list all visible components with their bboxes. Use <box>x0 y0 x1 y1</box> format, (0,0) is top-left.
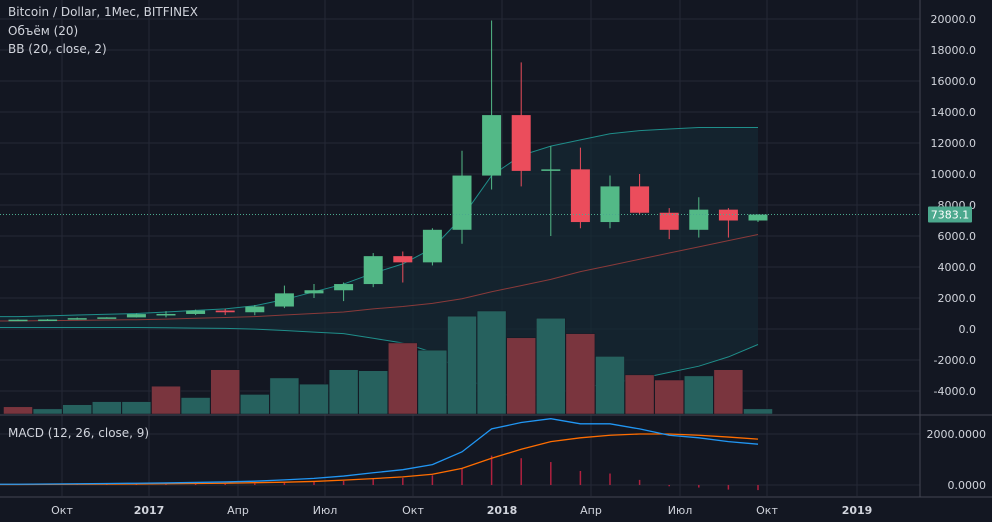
candle-body <box>186 310 206 314</box>
volume-bar <box>299 383 329 415</box>
time-tick-label: Июл <box>668 504 693 517</box>
time-tick-label: 2017 <box>134 504 165 517</box>
candle-body <box>245 306 265 313</box>
volume-bar <box>3 406 33 415</box>
volume-bar <box>447 315 477 415</box>
price-tick-label: 12000.0 <box>931 137 977 150</box>
macd-signal-line <box>0 433 759 486</box>
candle-body <box>334 284 354 291</box>
volume-bar <box>92 401 122 415</box>
time-tick-label: Окт <box>402 504 424 517</box>
volume-bar <box>417 349 448 415</box>
volume-bar <box>654 379 684 415</box>
volume-bar <box>269 377 300 415</box>
price-tick-label: 18000.0 <box>931 44 977 57</box>
candle-body <box>156 313 176 316</box>
volume-legend: Объём (20) <box>8 24 79 38</box>
macd-legend: MACD (12, 26, close, 9) <box>8 426 150 440</box>
candle-body <box>452 175 472 230</box>
volume-bar <box>62 404 92 415</box>
bb-legend: BB (20, close, 2) <box>8 42 107 56</box>
candle-body <box>38 319 58 322</box>
time-tick-label: Июл <box>313 504 338 517</box>
volume-bar <box>32 408 63 415</box>
candle-body <box>630 186 650 213</box>
candle-body <box>482 115 502 176</box>
volume-bar <box>624 374 655 415</box>
last-price-label: 7383.1 <box>931 209 970 222</box>
candle-body <box>126 314 146 318</box>
volume-bar <box>536 317 566 415</box>
volume-bar <box>743 408 773 415</box>
volume-bar <box>240 394 270 415</box>
candle-body <box>304 290 324 294</box>
candle-body <box>422 229 442 263</box>
price-tick-label: 6000.0 <box>938 230 977 243</box>
volume-bar <box>388 342 418 415</box>
price-tick-label: 2000.0 <box>938 292 977 305</box>
volume-bar <box>210 369 240 415</box>
time-tick-label: 2018 <box>487 504 518 517</box>
macd-pane <box>0 418 759 491</box>
volume-bar <box>151 385 181 415</box>
bb-basis-line <box>0 233 759 322</box>
price-tick-label: 20000.0 <box>931 13 977 26</box>
candle-body <box>748 214 768 221</box>
candle-body <box>215 310 235 313</box>
candle-body <box>570 169 590 223</box>
volume-bar <box>180 397 211 415</box>
candle-body <box>689 209 709 230</box>
candle-body <box>67 318 87 320</box>
macd-line <box>0 418 759 485</box>
price-tick-label: 4000.0 <box>938 261 977 274</box>
candle-body <box>718 209 738 221</box>
chart-title: Bitcoin / Dollar, 1Мес, BITFINEX <box>8 5 198 19</box>
candle-body <box>659 212 679 230</box>
time-tick-label: Окт <box>756 504 778 517</box>
price-tick-label: 14000.0 <box>931 106 977 119</box>
candle-body <box>8 319 28 322</box>
candlesticks <box>0 20 920 322</box>
volume-bar <box>565 333 596 415</box>
price-tick-label: 16000.0 <box>931 75 977 88</box>
candle-body <box>97 317 117 319</box>
volume-bars <box>3 310 773 415</box>
volume-bar <box>358 370 388 415</box>
volume-bar <box>595 356 625 415</box>
candle-body <box>600 186 620 223</box>
bb-fill <box>0 127 758 396</box>
volume-bar <box>328 369 359 415</box>
price-tick-label: 0.0 <box>959 323 977 336</box>
price-tick-label: -2000.0 <box>934 354 976 367</box>
axes: 20000.0 18000.0 16000.0 14000.0 12000.0 10000… <box>51 13 986 517</box>
last-price-badge <box>928 206 972 223</box>
macd-tick-label: 2000.0000 <box>927 428 987 441</box>
time-tick-label: Окт <box>51 504 73 517</box>
macd-tick-label: 0.0000 <box>948 479 987 492</box>
candle-body <box>511 115 531 171</box>
time-tick-label: Апр <box>580 504 602 517</box>
volume-bar <box>713 369 744 415</box>
candle-body <box>393 256 413 263</box>
time-tick-label: Апр <box>227 504 249 517</box>
price-tick-label: 10000.0 <box>931 168 977 181</box>
price-tick-label: -4000.0 <box>934 385 976 398</box>
candle-body <box>274 293 294 307</box>
volume-bar <box>121 401 152 415</box>
candle-body <box>541 169 561 171</box>
volume-bar <box>684 375 714 415</box>
candle-body <box>363 256 383 285</box>
time-tick-label: 2019 <box>842 504 873 517</box>
volume-bar <box>506 337 536 415</box>
volume-bar <box>476 310 507 415</box>
